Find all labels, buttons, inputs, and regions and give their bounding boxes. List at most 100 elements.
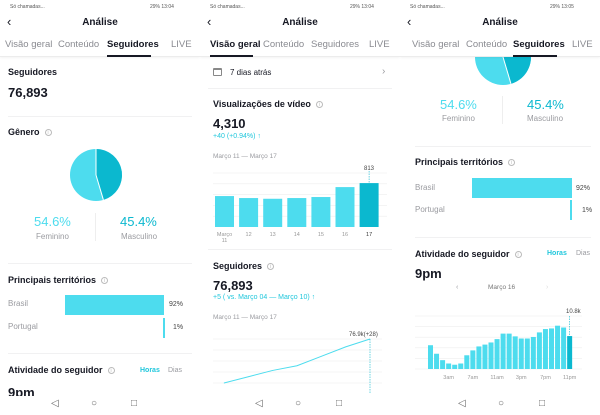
territories-title: Principais territórios i xyxy=(8,275,109,285)
circle-home-icon[interactable]: ○ xyxy=(295,398,302,409)
video-views-value: 4,310 xyxy=(213,116,246,131)
territory-bar-portugal xyxy=(570,200,572,220)
info-icon[interactable]: i xyxy=(315,101,323,109)
square-recent-icon[interactable]: □ xyxy=(539,398,546,409)
chevron-left-icon[interactable]: ‹ xyxy=(7,14,12,29)
bar-4am xyxy=(452,364,458,369)
x-tick-label: 11pm xyxy=(563,375,577,381)
triangle-back-icon[interactable]: ◁ xyxy=(458,398,466,409)
bar-5pm xyxy=(530,336,536,369)
bar-10pm xyxy=(561,327,567,369)
video-views-title-text: Visualizações de vídeo xyxy=(213,99,311,109)
divider xyxy=(502,96,503,124)
followers-label: Seguidores xyxy=(8,67,58,77)
info-icon[interactable]: i xyxy=(101,277,109,285)
chevron-left-icon[interactable]: ‹ xyxy=(407,14,412,29)
tab-overview[interactable]: Visão geral xyxy=(412,39,460,50)
tab-overview[interactable]: Visão geral xyxy=(5,39,53,50)
video-views-title: Visualizações de vídeo i xyxy=(213,100,323,109)
bar-9pm xyxy=(555,325,561,369)
status-right: 29% 13:05 xyxy=(550,4,574,10)
bar-14 xyxy=(287,198,307,227)
screen-followers-top: Só chamadas... 29% 13:04 ‹ Análise Visão… xyxy=(0,0,200,415)
bar-1pm xyxy=(506,333,512,369)
bar-12 xyxy=(239,198,259,227)
followers-title: Seguidores i xyxy=(213,262,275,271)
tab-live[interactable]: LIVE xyxy=(171,39,192,50)
peak-hour: 9pm xyxy=(8,385,35,400)
tab-content[interactable]: Conteúdo xyxy=(263,39,305,50)
status-carrier: Só chamadas... xyxy=(410,4,445,10)
tab-followers[interactable]: Seguidores xyxy=(513,39,565,50)
x-tick-label: 17 xyxy=(366,232,372,238)
tab-live[interactable]: LIVE xyxy=(572,39,593,50)
male-label: Masculino xyxy=(121,232,158,241)
x-tick-label: 3pm xyxy=(516,375,527,381)
hours-toggle[interactable]: Horas xyxy=(140,367,160,374)
bar-15 xyxy=(311,197,331,227)
circle-home-icon[interactable]: ○ xyxy=(91,398,98,409)
activity-title-text: Atividade do seguidor xyxy=(8,365,103,375)
followers-line-chart[interactable] xyxy=(200,0,400,415)
followers-range: Março 11 — Março 17 xyxy=(213,314,277,321)
chevron-left-icon[interactable]: ‹ xyxy=(207,14,212,29)
top-bar: Só chamadas... 29% 13:04 ‹ Análise Visão… xyxy=(200,0,400,57)
gender-title-text: Gênero xyxy=(8,127,40,137)
tab-overview[interactable]: Visão geral xyxy=(210,39,261,50)
next-day-icon[interactable]: › xyxy=(546,284,549,291)
triangle-back-icon[interactable]: ◁ xyxy=(255,398,263,409)
date-filter[interactable]: 7 dias atrás › xyxy=(208,66,392,82)
bar-8am xyxy=(476,346,482,369)
bar-5am xyxy=(458,363,464,369)
highlight-label: 813 xyxy=(364,166,375,172)
followers-change: +5 ( vs. Março 04 — Março 10) ↑ xyxy=(213,294,315,301)
days-toggle[interactable]: Dias xyxy=(168,367,183,374)
peak-hour: 9pm xyxy=(415,266,442,281)
hours-toggle[interactable]: Horas xyxy=(547,250,567,257)
territories-title-text: Principais territórios xyxy=(8,275,97,285)
triangle-back-icon[interactable]: ◁ xyxy=(51,398,59,409)
tab-live[interactable]: LIVE xyxy=(369,39,390,50)
arrow-up-icon: ↑ xyxy=(311,294,316,301)
pie-slice-masculino xyxy=(96,149,123,200)
info-icon[interactable]: i xyxy=(107,367,115,375)
activity-hours-chart[interactable]: 3am 7am 11am 3pm 7pm 11pm xyxy=(400,0,600,415)
info-icon[interactable]: i xyxy=(508,159,516,167)
bar-11pm xyxy=(567,336,573,369)
square-recent-icon[interactable]: □ xyxy=(336,398,343,409)
active-tab-indicator xyxy=(107,55,151,57)
gender-title: Gênero i xyxy=(8,128,52,137)
territory-name: Brasil xyxy=(415,183,436,192)
female-label: Feminino xyxy=(36,232,69,241)
male-pct: 45.4% xyxy=(527,97,564,112)
bar-Março-11 xyxy=(215,196,234,227)
bar-12am xyxy=(428,345,433,369)
x-tick-label: 11am xyxy=(490,375,504,381)
tab-followers[interactable]: Seguidores xyxy=(107,39,159,50)
male-pct: 45.4% xyxy=(120,214,157,229)
info-icon[interactable]: i xyxy=(514,251,522,259)
prev-day-icon[interactable]: ‹ xyxy=(456,284,459,291)
bar-6am xyxy=(464,355,470,369)
tab-content[interactable]: Conteúdo xyxy=(58,39,100,50)
info-icon[interactable]: i xyxy=(267,263,275,271)
tab-content[interactable]: Conteúdo xyxy=(466,39,508,50)
bar-2am xyxy=(440,360,446,369)
activity-date: Março 16 xyxy=(488,284,516,291)
days-toggle[interactable]: Dias xyxy=(576,250,591,257)
divider xyxy=(8,116,192,117)
top-bar: Só chamadas... 29% 13:05 ‹ Análise Visão… xyxy=(400,0,600,57)
nav-bar: ◁ ○ □ xyxy=(200,396,400,415)
bar-4pm xyxy=(524,338,530,369)
highlight-label: 10.8k xyxy=(566,309,581,315)
circle-home-icon[interactable]: ○ xyxy=(498,398,505,409)
female-pct: 54.6% xyxy=(34,214,71,229)
territory-pct: 92% xyxy=(169,301,184,308)
divider xyxy=(8,353,192,354)
tab-followers[interactable]: Seguidores xyxy=(311,39,360,50)
data-point-2 xyxy=(272,370,273,371)
square-recent-icon[interactable]: □ xyxy=(131,398,138,409)
info-icon[interactable]: i xyxy=(44,129,52,137)
bar-2pm xyxy=(512,336,518,369)
